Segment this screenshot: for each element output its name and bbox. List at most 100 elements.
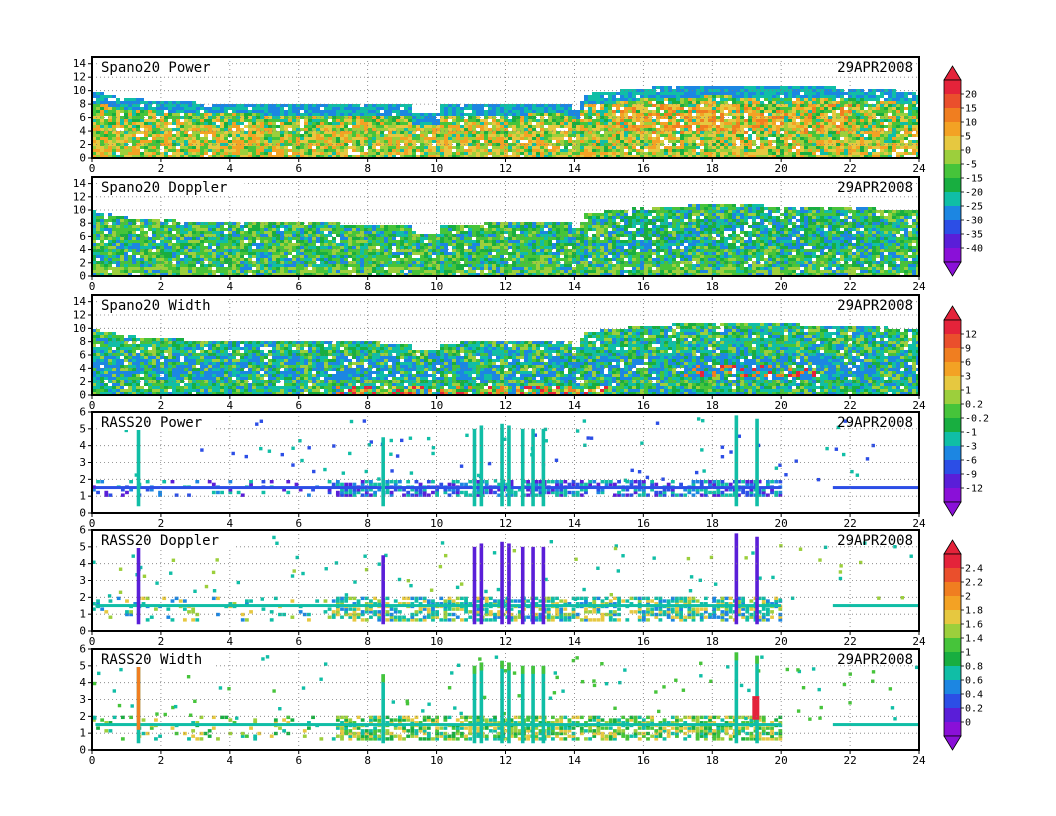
heatmap-cell	[120, 219, 124, 222]
heatmap-cell	[116, 134, 120, 137]
heatmap-cell	[456, 143, 460, 146]
heatmap-cell	[100, 240, 104, 243]
heatmap-cell	[728, 92, 732, 95]
heatmap-cell	[832, 116, 836, 119]
heatmap-cell	[172, 113, 176, 116]
heatmap-cell	[648, 92, 652, 95]
heatmap-cell	[548, 119, 552, 122]
heatmap-cell	[368, 104, 372, 107]
heatmap-cell	[900, 110, 904, 113]
heatmap-cell	[676, 122, 680, 125]
heatmap-cell	[172, 107, 176, 110]
heatmap-cell	[252, 116, 256, 119]
heatmap-cell	[624, 113, 628, 116]
heatmap-cell	[320, 146, 324, 149]
heatmap-cell	[320, 155, 324, 158]
heatmap-cell	[204, 267, 208, 270]
heatmap-cell	[212, 113, 216, 116]
heatmap-cell	[308, 237, 312, 240]
heatmap-cell	[744, 125, 748, 128]
heatmap-cell	[284, 243, 288, 246]
heatmap-cell	[320, 113, 324, 116]
heatmap-cell	[532, 134, 536, 137]
heatmap-cell	[192, 134, 196, 137]
heatmap-cell	[712, 146, 716, 149]
heatmap-cell	[628, 122, 632, 125]
heatmap-cell	[276, 134, 280, 137]
heatmap-cell	[200, 270, 204, 273]
heatmap-cell	[372, 140, 376, 143]
heatmap-cell	[400, 125, 404, 128]
heatmap-cell	[160, 246, 164, 249]
heatmap-cell	[484, 119, 488, 122]
heatmap-cell	[448, 104, 452, 107]
heatmap-cell	[240, 143, 244, 146]
heatmap-cell	[716, 137, 720, 140]
heatmap-cell	[848, 119, 852, 122]
heatmap-cell	[724, 119, 728, 122]
heatmap-cell	[880, 119, 884, 122]
heatmap-cell	[260, 137, 264, 140]
heatmap-cell	[276, 228, 280, 231]
heatmap-cell	[208, 122, 212, 125]
heatmap-cell	[468, 143, 472, 146]
heatmap-cell	[484, 110, 488, 113]
heatmap-cell	[612, 122, 616, 125]
heatmap-cell	[376, 155, 380, 158]
heatmap-cell	[252, 152, 256, 155]
heatmap-cell	[348, 107, 352, 110]
heatmap-cell	[104, 155, 108, 158]
heatmap-cell	[908, 143, 912, 146]
heatmap-cell	[880, 104, 884, 107]
heatmap-cell	[424, 140, 428, 143]
heatmap-cell	[608, 146, 612, 149]
heatmap-cell	[144, 104, 148, 107]
heatmap-cell	[124, 216, 128, 219]
heatmap-cell	[812, 134, 816, 137]
heatmap-cell	[184, 119, 188, 122]
heatmap-cell	[260, 143, 264, 146]
heatmap-cell	[264, 107, 268, 110]
heatmap-cell	[352, 131, 356, 134]
heatmap-cell	[124, 131, 128, 134]
heatmap-cell	[152, 261, 156, 264]
heatmap-cell	[152, 225, 156, 228]
heatmap-cell	[712, 86, 716, 89]
heatmap-cell	[316, 146, 320, 149]
heatmap-cell	[244, 264, 248, 267]
heatmap-cell	[504, 137, 508, 140]
heatmap-cell	[896, 128, 900, 131]
heatmap-cell	[272, 225, 276, 228]
heatmap-cell	[648, 110, 652, 113]
heatmap-cell	[832, 110, 836, 113]
heatmap-cell	[452, 131, 456, 134]
heatmap-cell	[224, 143, 228, 146]
heatmap-cell	[536, 131, 540, 134]
heatmap-cell	[428, 146, 432, 149]
heatmap-cell	[552, 113, 556, 116]
heatmap-cell	[700, 119, 704, 122]
heatmap-cell	[236, 273, 240, 276]
heatmap-cell	[140, 107, 144, 110]
heatmap-cell	[244, 252, 248, 255]
heatmap-cell	[832, 89, 836, 92]
heatmap-cell	[272, 237, 276, 240]
heatmap-cell	[392, 110, 396, 113]
heatmap-cell	[724, 107, 728, 110]
heatmap-cell	[92, 101, 96, 104]
heatmap-cell	[112, 143, 116, 146]
heatmap-cell	[640, 140, 644, 143]
heatmap-cell	[184, 131, 188, 134]
heatmap-cell	[140, 146, 144, 149]
heatmap-cell	[104, 249, 108, 252]
heatmap-cell	[660, 128, 664, 131]
heatmap-cell	[572, 149, 576, 152]
heatmap-cell	[216, 149, 220, 152]
heatmap-cell	[176, 101, 180, 104]
heatmap-cell	[380, 137, 384, 140]
heatmap-cell	[640, 113, 644, 116]
heatmap-cell	[456, 116, 460, 119]
heatmap-cell	[168, 219, 172, 222]
heatmap-cell	[92, 261, 96, 264]
heatmap-cell	[892, 89, 896, 92]
